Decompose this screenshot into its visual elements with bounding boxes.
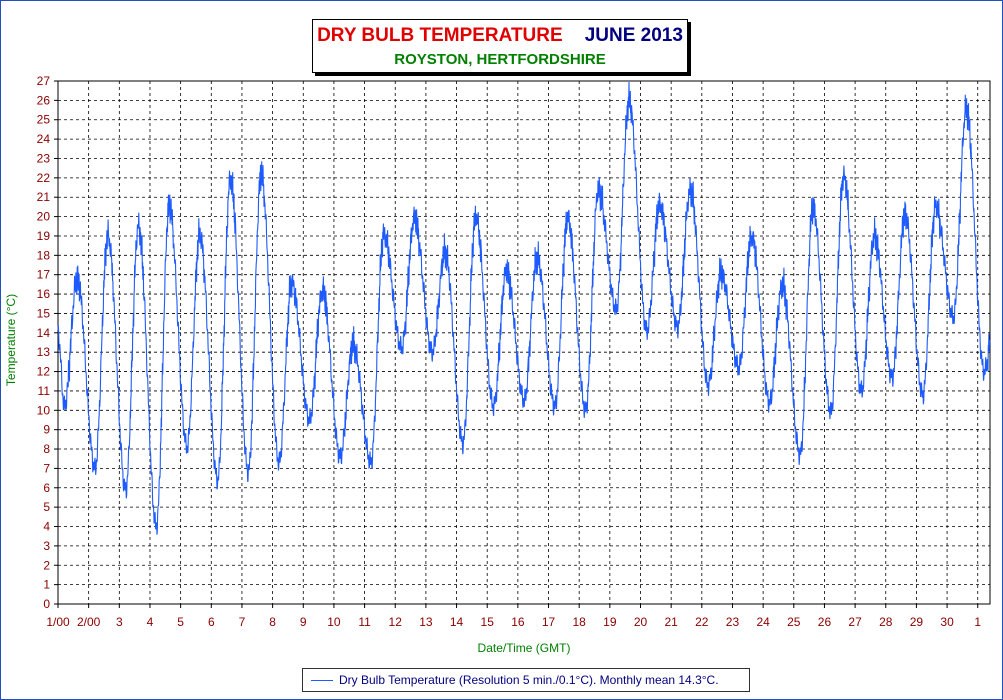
x-tick-label: 1/00 — [46, 615, 70, 629]
x-tick-label: 6 — [208, 615, 215, 629]
y-tick-label: 22 — [37, 171, 51, 185]
x-axis-label: Date/Time (GMT) — [477, 641, 571, 655]
y-tick-label: 25 — [37, 113, 51, 127]
y-tick-label: 23 — [37, 151, 51, 165]
y-tick-label: 10 — [37, 403, 51, 417]
y-tick-label: 7 — [43, 461, 50, 475]
chart-title-month: JUNE 2013 — [584, 25, 683, 46]
x-tick-label: 5 — [177, 615, 184, 629]
x-tick-label: 22 — [695, 615, 709, 629]
x-tick-label: 29 — [910, 615, 924, 629]
plot-area — [57, 80, 991, 605]
y-tick-label: 21 — [37, 190, 51, 204]
y-tick-label: 15 — [37, 306, 51, 320]
y-tick-label: 8 — [43, 442, 50, 456]
y-tick-label: 5 — [43, 500, 50, 514]
y-tick-label: 3 — [43, 539, 50, 553]
y-tick-label: 1 — [43, 578, 50, 592]
legend-line-swatch — [311, 679, 333, 681]
x-tick-label: 20 — [634, 615, 648, 629]
y-tick-label: 17 — [37, 268, 51, 282]
x-tick-label: 8 — [269, 615, 276, 629]
x-tick-label: 27 — [848, 615, 862, 629]
y-tick-label: 24 — [37, 132, 51, 146]
x-tick-label: 25 — [787, 615, 801, 629]
x-tick-label: 2/00 — [77, 615, 101, 629]
temperature-series-line — [57, 81, 991, 535]
chart-title-box: DRY BULB TEMPERATURE JUNE 2013 ROYSTON, H… — [312, 19, 688, 73]
x-tick-label: 21 — [664, 615, 678, 629]
y-tick-label: 18 — [37, 248, 51, 262]
y-tick-label: 9 — [43, 423, 50, 437]
chart-subtitle: ROYSTON, HERTFORDSHIRE — [394, 51, 606, 68]
y-axis-label: Temperature (°C) — [4, 293, 18, 387]
x-tick-label: 11 — [358, 615, 371, 629]
y-tick-label: 19 — [37, 229, 51, 243]
x-tick-label: 16 — [511, 615, 525, 629]
y-tick-label: 11 — [38, 384, 51, 398]
y-tick-label: 27 — [37, 74, 51, 88]
chart-title: DRY BULB TEMPERATURE — [317, 25, 563, 46]
x-tick-label: 28 — [879, 615, 893, 629]
x-tick-label: 24 — [756, 615, 770, 629]
y-tick-label: 12 — [37, 365, 51, 379]
x-tick-label: 23 — [726, 615, 740, 629]
legend: Dry Bulb Temperature (Resolution 5 min./… — [302, 668, 750, 692]
y-tick-label: 16 — [37, 287, 51, 301]
x-tick-label: 12 — [389, 615, 403, 629]
x-tick-label: 18 — [573, 615, 587, 629]
y-tick-label: 0 — [43, 597, 50, 611]
x-tick-label: 7 — [239, 615, 246, 629]
x-tick-label: 1 — [974, 615, 981, 629]
x-tick-label: 17 — [542, 615, 556, 629]
x-tick-label: 14 — [450, 615, 464, 629]
y-tick-label: 6 — [43, 481, 50, 495]
y-tick-label: 14 — [37, 326, 51, 340]
x-tick-label: 9 — [300, 615, 307, 629]
x-tick-label: 3 — [116, 615, 123, 629]
x-tick-label: 30 — [940, 615, 954, 629]
y-tick-label: 13 — [37, 345, 51, 359]
y-tick-label: 20 — [37, 210, 51, 224]
x-tick-label: 26 — [818, 615, 832, 629]
legend-entry: Dry Bulb Temperature (Resolution 5 min./… — [339, 673, 719, 687]
y-tick-label: 4 — [43, 520, 50, 534]
x-tick-label: 10 — [327, 615, 341, 629]
x-tick-label: 15 — [481, 615, 495, 629]
x-tick-label: 19 — [603, 615, 617, 629]
y-tick-label: 2 — [43, 558, 50, 572]
x-tick-label: 13 — [419, 615, 433, 629]
y-tick-label: 26 — [37, 93, 51, 107]
x-tick-label: 4 — [147, 615, 154, 629]
